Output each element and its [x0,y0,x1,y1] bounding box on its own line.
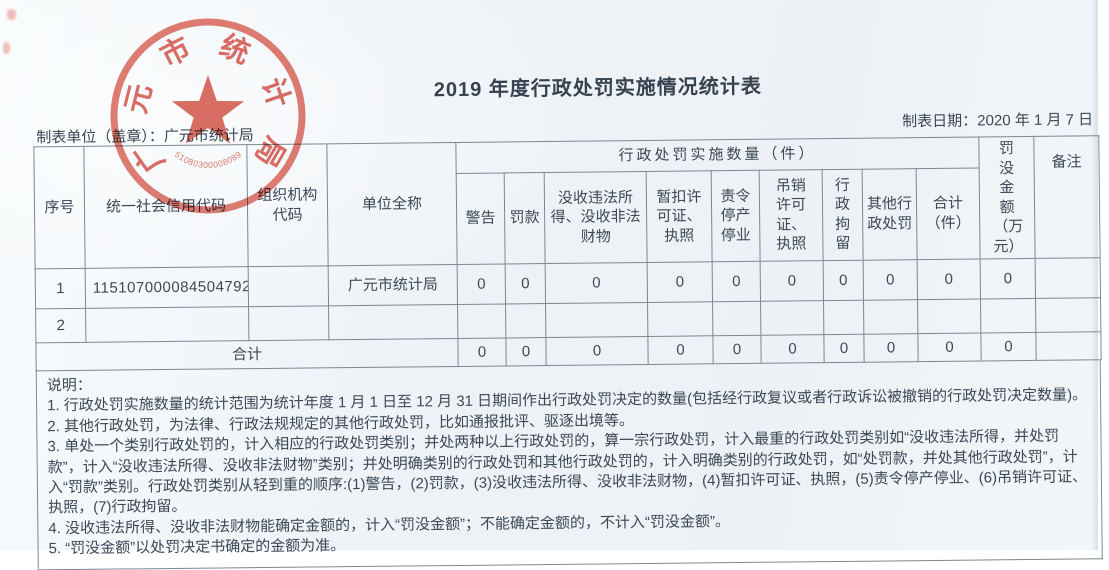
svg-text:0: 0 [208,160,214,170]
cell-value: 0 [712,261,761,302]
svg-text:9: 9 [233,149,243,160]
total-label: 合计 [35,338,459,371]
total-value: 0 [863,333,919,363]
col-header-other: 其他行政处罚 [862,168,918,261]
cell-value [712,301,761,336]
cell-value [823,300,864,335]
cell-unit-name [328,304,458,340]
cell-value: 0 [760,260,824,302]
col-header-remark: 备注 [1033,135,1101,259]
svg-text:0: 0 [203,160,209,170]
svg-text:0: 0 [225,154,234,165]
paper-edge-shadow [1091,0,1098,550]
cell-value [980,298,1036,333]
total-value: 0 [980,332,1037,361]
svg-text:0: 0 [212,159,218,170]
svg-text:8: 8 [221,156,229,167]
svg-text:0: 0 [192,158,199,169]
col-header-warning: 警告 [456,172,506,265]
total-value: 0 [760,334,825,364]
cell-value [647,301,713,337]
cell-seq: 2 [35,308,86,343]
cell-value: 0 [823,260,864,301]
total-value: 0 [545,336,649,366]
cell-value: 0 [980,258,1036,299]
cell-unit-name: 广元市统计局 [328,264,458,306]
notes-section: 说明： 1. 行政处罚实施数量的统计范围为统计年度 1 月 1 日至 12 月 … [35,360,1103,570]
svg-text:0: 0 [217,158,224,169]
cell-credit-code [85,306,249,343]
cell-value: 0 [647,261,713,303]
date-label: 制表日期：2020 年 1 月 7 日 [902,111,1094,131]
cell-value [863,299,918,335]
ink-smudge [3,42,10,54]
total-value: 0 [647,335,714,365]
total-value: 0 [457,337,507,367]
col-header-unit-name: 单位全称 [326,142,458,266]
cell-value: 0 [545,262,648,304]
col-header-seq: 序号 [33,146,86,269]
cell-org-code [248,265,329,307]
svg-text:1: 1 [177,152,187,163]
svg-text:8: 8 [187,156,195,167]
col-header-suspend-license: 暂扣许可证、执照 [646,170,713,263]
col-header-amount: 罚没金额（万元） [978,136,1036,259]
cell-value [545,302,648,338]
col-header-subtotal: 合计（件） [916,167,981,260]
scanned-paper [0,0,1098,550]
svg-text:元: 元 [120,81,158,117]
total-value: 0 [823,334,865,363]
cell-org-code [248,305,329,341]
cell-value [917,298,981,334]
svg-text:3: 3 [197,159,203,170]
svg-text:计: 计 [255,74,296,112]
cell-value [760,300,824,336]
cell-value: 0 [917,258,981,300]
cell-value: 0 [457,263,506,305]
total-value: 0 [505,337,547,366]
ink-smudge [7,9,16,20]
svg-text:5: 5 [173,149,183,160]
total-value: 0 [712,335,762,364]
col-header-revoke-license: 吊销许可证、执照 [759,169,824,262]
star-icon [171,75,245,144]
cell-remark [1035,297,1101,333]
seal-ring [110,18,306,214]
cell-value: 0 [863,259,918,301]
cell-remark [1035,257,1101,299]
total-remark [1035,331,1102,361]
col-header-halt-production: 责令停产停业 [711,169,761,262]
cell-value [505,303,546,338]
col-header-confiscate: 没收违法所得、没收非法财物 [544,170,648,264]
col-header-fine: 罚款 [504,172,546,264]
note-line: 3. 单处一个类别行政处罚的，计入相应的行政处罚类别；并处两种以上行政处罚的，算… [47,427,1088,517]
cell-value [457,303,506,339]
cell-credit-code: 115107000084504792 [85,266,249,309]
svg-text:0: 0 [182,154,191,165]
cell-value: 0 [505,263,546,304]
total-value: 0 [917,332,982,362]
cell-seq: 1 [35,268,86,309]
svg-text:8: 8 [229,152,239,163]
col-header-detention: 行政拘留 [822,168,864,261]
